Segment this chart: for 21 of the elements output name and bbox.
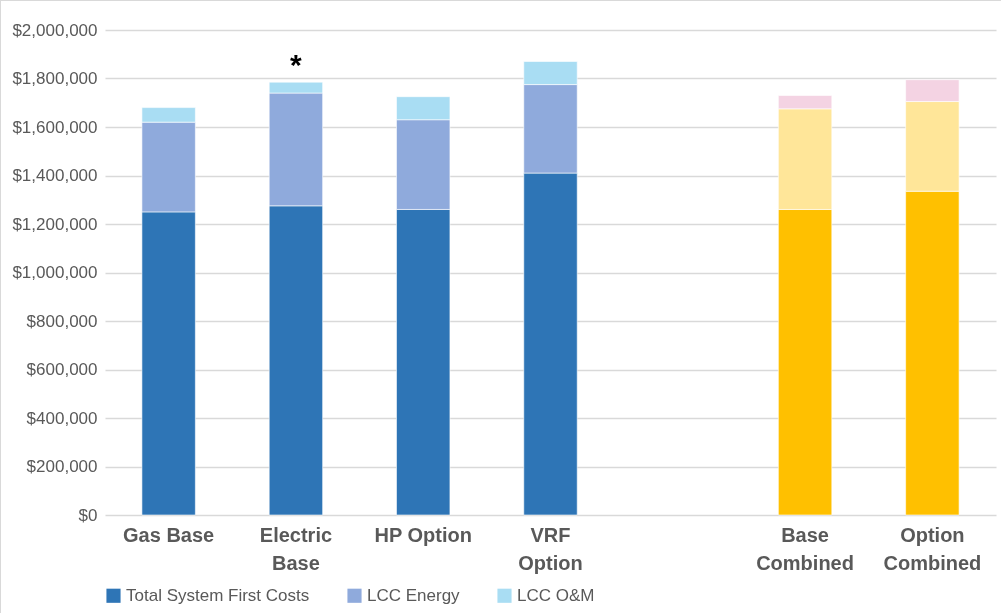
x-tick-label: Gas Base	[123, 523, 215, 546]
x-tick-label: Electric Base	[259, 523, 333, 574]
y-tick-label: $800,000	[26, 311, 98, 331]
annotation: *	[290, 48, 303, 82]
x-tick-label: Option Combined	[883, 523, 982, 574]
legend-label: LCC O&M	[517, 585, 595, 605]
y-tick-label: $1,400,000	[12, 166, 98, 185]
legend-label: Total System First Costs	[126, 585, 310, 605]
x-tick-label: VRF Option	[518, 523, 583, 574]
y-tick-label: $400,000	[26, 408, 98, 428]
x-tick-label: HP Option	[374, 523, 472, 546]
y-tick-label: $1,800,000	[12, 69, 98, 88]
y-tick-label: $600,000	[26, 360, 98, 379]
y-tick-label: $2,000,000	[12, 20, 98, 40]
y-tick-label: $0	[78, 505, 98, 525]
y-tick-label: $1,200,000	[12, 214, 98, 234]
y-tick-label: $1,600,000	[12, 117, 98, 137]
y-tick-label: $1,000,000	[12, 263, 98, 282]
legend-label: LCC Energy	[367, 585, 461, 605]
y-tick-label: $200,000	[26, 457, 98, 476]
x-tick-label: Base Combined	[756, 523, 854, 574]
